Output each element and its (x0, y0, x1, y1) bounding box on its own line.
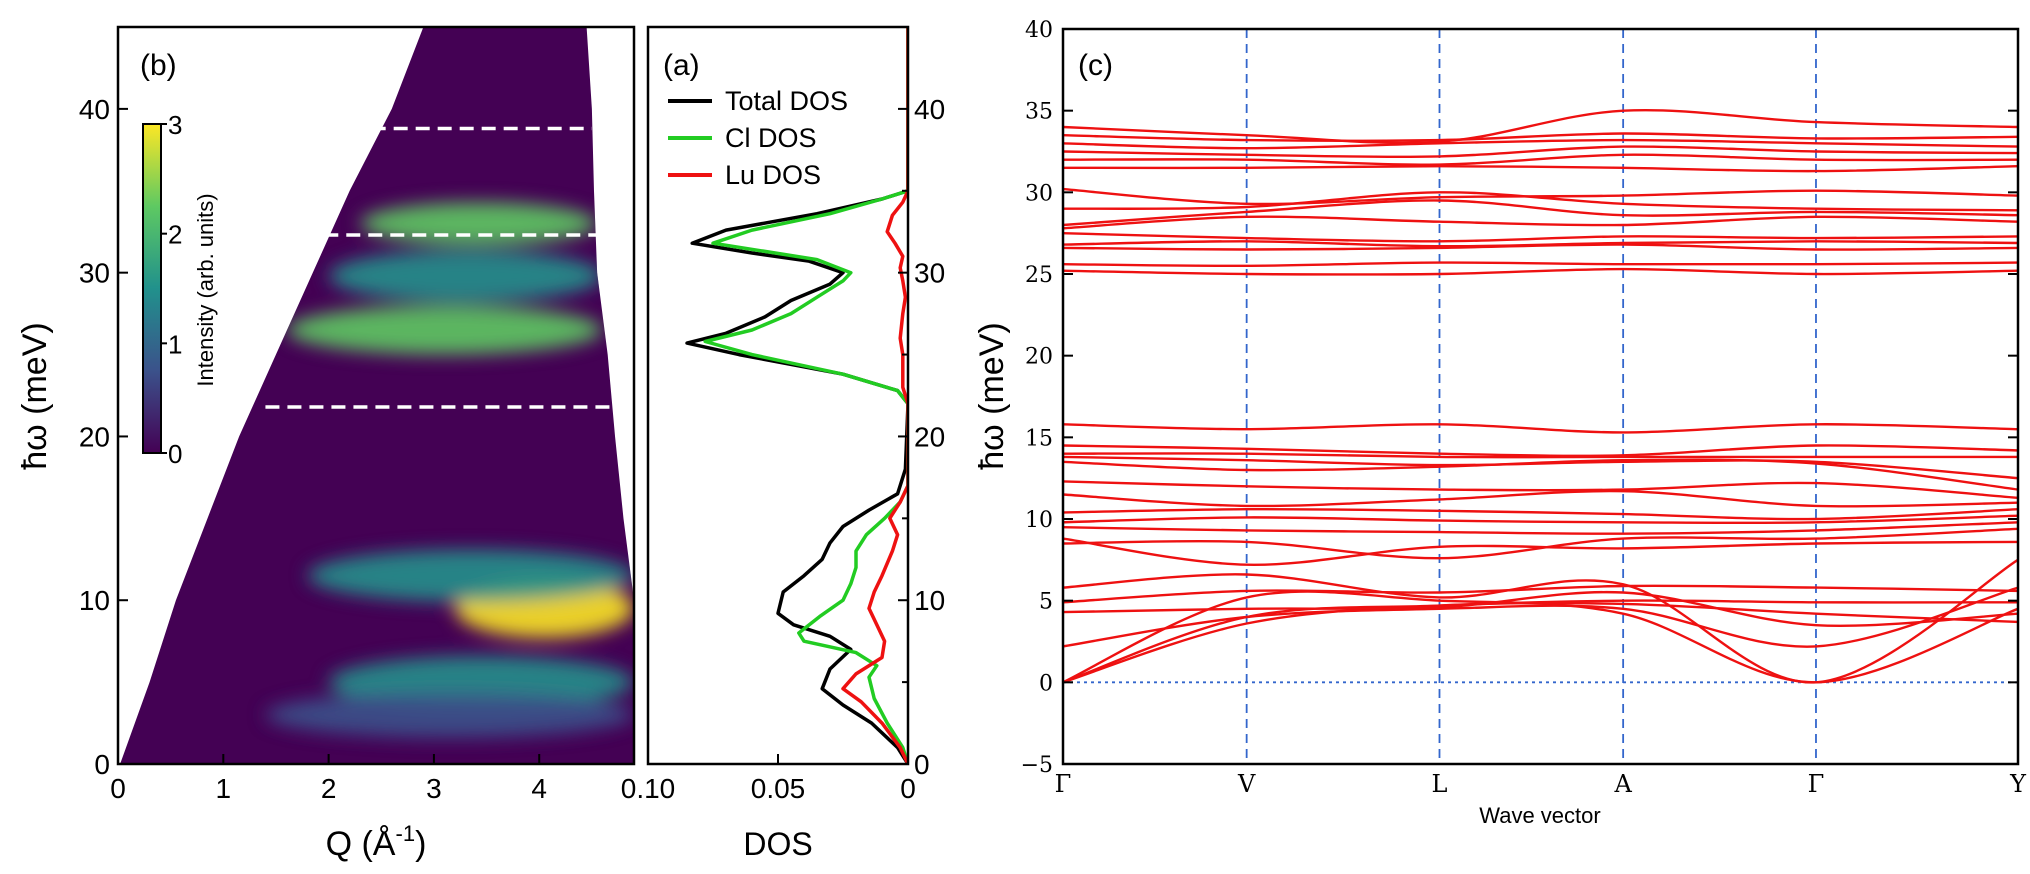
a-xtick-label: 0 (900, 773, 916, 804)
panel-c-label: (c) (1078, 49, 1113, 82)
b-ytick-label: 0 (94, 749, 110, 780)
phonon-branch (1063, 489, 2018, 508)
b-xtick-label: 1 (216, 773, 232, 804)
phonon-branch (1063, 507, 2018, 521)
colorbar-label: Intensity (arb. units) (193, 193, 218, 386)
c-ytick-label: 5 (1039, 590, 1053, 615)
phonon-branch (1063, 108, 2018, 145)
c-ytick-label: 35 (1025, 100, 1053, 125)
phonon-branch (1063, 480, 2018, 499)
kpoint-label: Γ (1808, 770, 1825, 798)
phonon-branch (1063, 521, 2018, 535)
a-ytick-label: 0 (914, 749, 930, 780)
phonon-branch (1063, 527, 2018, 560)
b-ytick-label: 20 (79, 421, 110, 452)
phonon-branch (1063, 558, 2018, 684)
kpoint-label: Y (2009, 770, 2027, 798)
a-ytick-label: 10 (914, 585, 945, 616)
c-ytick-label: 30 (1025, 181, 1053, 206)
phonon-branch (1063, 199, 2018, 227)
phonon-branch (1063, 584, 2018, 604)
panel-b-label: (b) (140, 49, 177, 82)
legend-entry: Lu DOS (725, 160, 821, 190)
panel-a-xlabel: DOS (743, 826, 812, 862)
phonon-branch (1063, 452, 2018, 459)
c-ytick-label: 20 (1025, 345, 1053, 370)
phonon-branch (1063, 514, 2018, 525)
panel-b-frame (116, 25, 636, 766)
panel-c-frame (1061, 27, 2020, 766)
legend-entry: Cl DOS (725, 123, 817, 153)
a-xtick-label: 0.05 (751, 773, 806, 804)
phonon-branch (1063, 590, 2018, 684)
panel-a-label: (a) (663, 49, 700, 82)
heatmap-intensity-band (265, 691, 634, 738)
heatmap-background (120, 27, 634, 764)
phonon-branch (1063, 187, 2018, 206)
panel-b-xlabel: Q (Å-1) (326, 821, 427, 863)
dos-series-lu-dos (841, 27, 908, 764)
phonon-branch (1063, 444, 2018, 457)
b-ytick-label: 40 (79, 94, 110, 125)
phonon-branch (1063, 153, 2018, 166)
colorbar-tick-label: 2 (168, 220, 182, 250)
panel-b-xlabel-sup: -1 (396, 821, 416, 846)
c-ytick-label: 0 (1039, 671, 1053, 696)
phonon-branch (1063, 138, 2018, 150)
colorbar-tick-label: 1 (168, 329, 182, 359)
colorbar-tick-label: 3 (168, 110, 182, 140)
a-ytick-label: 20 (914, 421, 945, 452)
c-ytick-label: −5 (1021, 753, 1053, 778)
b-xtick-label: 3 (426, 773, 442, 804)
heatmap-intensity-band (360, 202, 598, 245)
colorbar: 0 1 2 3 Intensity (arb. units) (142, 110, 218, 469)
kpoint-label: A (1613, 770, 1632, 798)
b-ytick-label: 10 (79, 585, 110, 616)
phonon-branch (1063, 267, 2018, 276)
panel-a-dos: 0.10 0.05 00 10 20 30 40 (a) Total DOS Cl DOS Lu… (621, 25, 945, 804)
phonon-branch (1063, 261, 2018, 268)
b-ytick-label: 30 (79, 258, 110, 289)
kpoint-label: Γ (1055, 770, 1072, 798)
b-xtick-label: 4 (531, 773, 547, 804)
phonon-branch (1063, 132, 2018, 143)
phonon-branch (1063, 590, 2018, 627)
colorbar-tick-label: 0 (168, 439, 182, 469)
panel-c-xlabel: Wave vector (1479, 803, 1600, 828)
phonon-branch (1063, 240, 2018, 248)
phonon-branch (1063, 455, 2018, 480)
b-xtick-label: 2 (321, 773, 337, 804)
heatmap-intensity-band (286, 305, 603, 355)
phonon-branch (1063, 586, 2018, 648)
c-ytick-label: 15 (1025, 426, 1053, 451)
c-ytick-label: 25 (1025, 263, 1053, 288)
b-xtick-label: 0 (110, 773, 126, 804)
colorbar-gradient (142, 123, 162, 454)
panel-c-dispersion: −5 0 5 10 15 20 25 30 35 40 Γ V L A Γ Y (c) Wave vector… (973, 18, 2027, 828)
kpoint-label: V (1237, 770, 1256, 798)
phonon-branch (1063, 215, 2018, 230)
dos-legend: Total DOS Cl DOS Lu DOS (668, 86, 848, 190)
dos-series-cl-dos (703, 27, 908, 764)
heatmap-intensity-band (328, 249, 603, 303)
phonon-branch (1063, 232, 2018, 243)
panel-b-xlabel-main: Q (Å (326, 825, 396, 863)
kpoint-label: L (1432, 770, 1448, 798)
phonon-branch (1063, 423, 2018, 434)
legend-entry: Total DOS (725, 86, 848, 116)
panel-b-xlabel-close: ) (415, 825, 426, 863)
phonon-branch (1063, 537, 2018, 566)
heatmap-intensity-band (307, 549, 634, 602)
phonon-branch (1063, 145, 2018, 159)
a-xtick-label: 0.10 (621, 773, 676, 804)
c-ytick-label: 40 (1025, 18, 1053, 43)
panel-b-ylabel: ħω (meV) (16, 322, 54, 469)
a-ytick-label: 30 (914, 258, 945, 289)
a-ytick-label: 40 (914, 94, 945, 125)
panel-c-ylabel: ħω (meV) (973, 322, 1011, 469)
phonon-branch (1063, 164, 2018, 173)
c-ytick-label: 10 (1025, 508, 1053, 533)
